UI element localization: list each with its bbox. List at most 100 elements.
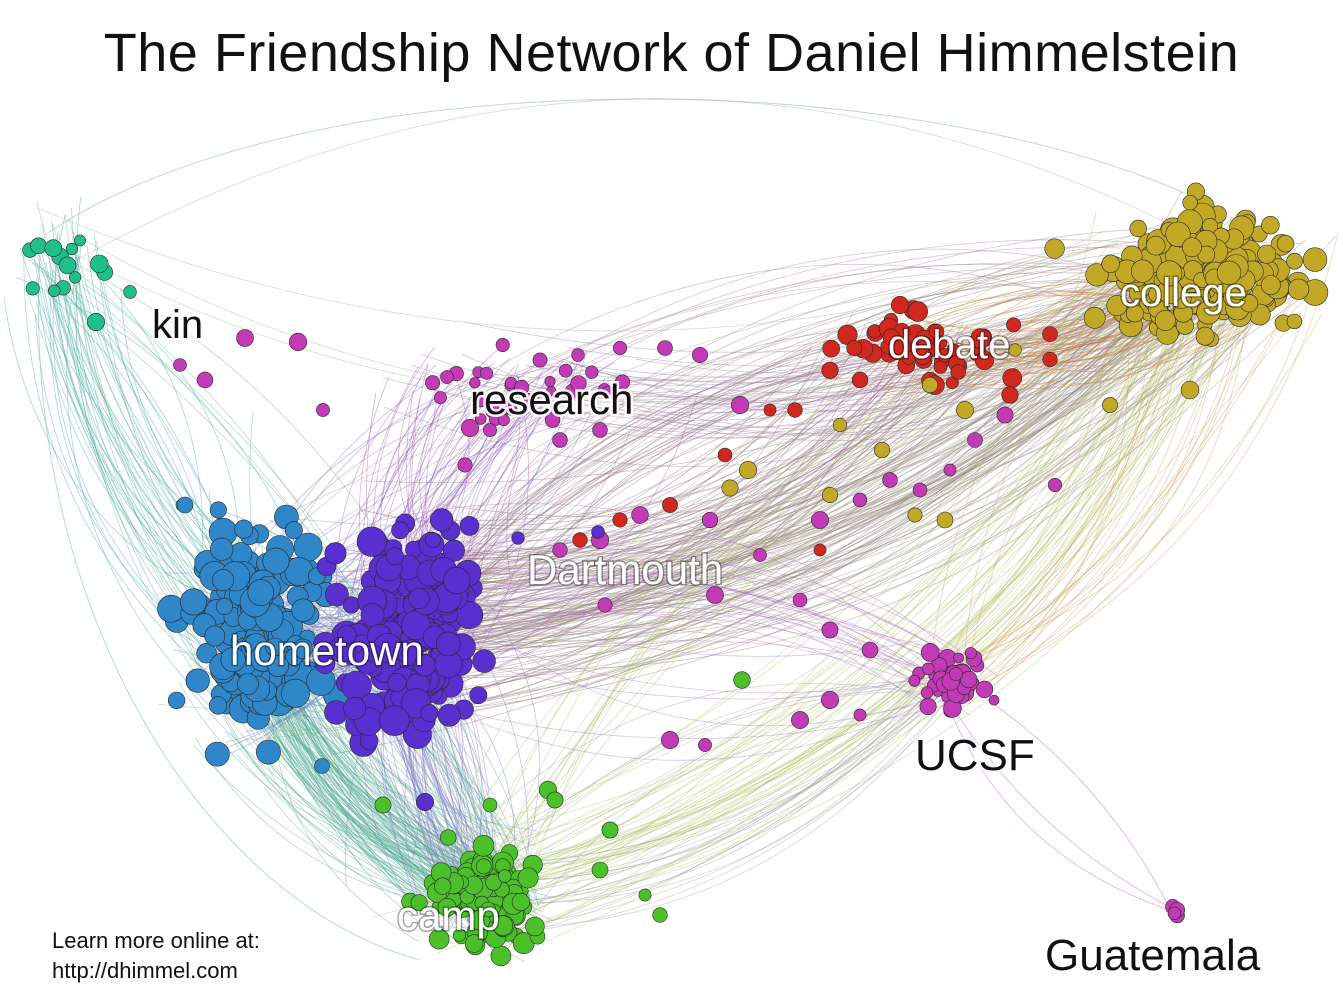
friendship-edge [465, 243, 1168, 851]
node-debate [882, 328, 900, 346]
node-debate [907, 301, 928, 322]
node-debate [917, 336, 931, 350]
friendship-edge [178, 682, 440, 857]
node-research [505, 404, 518, 417]
node-research [460, 418, 479, 437]
node-debate [1002, 368, 1023, 388]
friendship-edge [463, 296, 1256, 615]
friendship-edge [382, 247, 1217, 594]
node-hometown [167, 691, 186, 710]
node-dartmouth [324, 542, 347, 565]
friendship-edge [364, 233, 1183, 596]
friendship-edge [439, 284, 1106, 611]
node-debate [1042, 351, 1058, 368]
friendship-edge [488, 697, 966, 888]
friendship-edge [579, 331, 1156, 435]
friendship-edge [447, 560, 998, 677]
friendship-edge [407, 390, 937, 598]
node-ucsf [975, 680, 994, 699]
node-research [474, 413, 487, 425]
node-research [571, 348, 585, 362]
friendship-edge [535, 335, 1240, 441]
friendship-edge [120, 287, 232, 546]
node-research [996, 406, 1014, 424]
friendship-edge [476, 264, 1172, 380]
friendship-edge [404, 274, 1151, 560]
friendship-edge [71, 248, 440, 902]
friendship-edge [494, 314, 1246, 820]
node-college [1287, 278, 1310, 300]
friendship-edge [488, 658, 975, 867]
node-research [592, 422, 608, 438]
friendship-edge [438, 370, 984, 629]
node-debate [1001, 386, 1019, 404]
friendship-edge [380, 335, 828, 707]
node-research [614, 374, 631, 390]
node-debate [821, 361, 839, 379]
friendship-edge [287, 707, 455, 886]
node-college [1276, 235, 1295, 253]
node-research [532, 352, 548, 368]
friendship-edge [395, 369, 991, 656]
friendship-edge [454, 274, 1216, 821]
friendship-edge [502, 280, 1257, 875]
friendship-edge [437, 338, 1061, 630]
friendship-edge [372, 356, 1232, 607]
friendship-edge [380, 375, 478, 507]
node-research [753, 548, 767, 562]
node-debate [950, 364, 966, 380]
friendship-edge [461, 666, 931, 905]
friendship-edge [973, 334, 1180, 374]
node-research [882, 472, 898, 488]
node-research [967, 432, 983, 448]
network-nodes [22, 182, 1329, 967]
node-ucsf [949, 667, 963, 681]
friendship-edge [430, 311, 1137, 572]
friendship-edge [418, 324, 969, 662]
node-debate [1006, 317, 1021, 333]
friendship-edge [434, 326, 1249, 679]
node-guatemala [1167, 906, 1182, 920]
friendship-edge [436, 378, 894, 715]
friendship-edge [972, 293, 1187, 686]
node-ucsf [920, 686, 934, 699]
friendship-edge [509, 679, 943, 894]
node-research [601, 385, 615, 399]
node-hometown [204, 741, 230, 767]
node-camp [472, 834, 495, 857]
node-debate [974, 350, 994, 370]
friendship-edge [417, 237, 1159, 717]
node-debate [851, 371, 869, 389]
node-research [597, 597, 613, 613]
footer-link[interactable]: http://dhimmel.com [52, 958, 238, 983]
footer-note: Learn more online at: http://dhimmel.com [52, 926, 260, 986]
node-dartmouth [342, 596, 361, 614]
friendship-edge [979, 299, 1149, 685]
friendship-edge [441, 569, 942, 702]
friendship-edge [447, 343, 963, 578]
friendship-edge [45, 282, 473, 912]
friendship-edge [408, 243, 1186, 651]
node-college [1085, 263, 1109, 287]
friendship-edge [430, 246, 1214, 680]
node-research [943, 463, 957, 477]
friendship-edge [932, 666, 1171, 910]
node-college [1008, 343, 1022, 357]
node-dartmouth [442, 539, 465, 562]
node-college [1156, 260, 1183, 287]
node-debate [937, 348, 952, 363]
friendship-edge [473, 258, 1211, 690]
node-research [701, 511, 719, 529]
friendship-edge [303, 695, 454, 944]
node-hometown [292, 638, 313, 659]
friendship-edge [420, 225, 1211, 609]
node-college [1130, 259, 1155, 283]
node-research [433, 391, 447, 405]
friendship-edge [38, 254, 421, 961]
node-camp [733, 671, 751, 689]
node-research [820, 690, 839, 709]
node-kin [68, 271, 82, 284]
friendship-edge [398, 626, 957, 698]
figure-title: The Friendship Network of Daniel Himmels… [103, 23, 1240, 83]
friendship-edge [420, 231, 1182, 406]
